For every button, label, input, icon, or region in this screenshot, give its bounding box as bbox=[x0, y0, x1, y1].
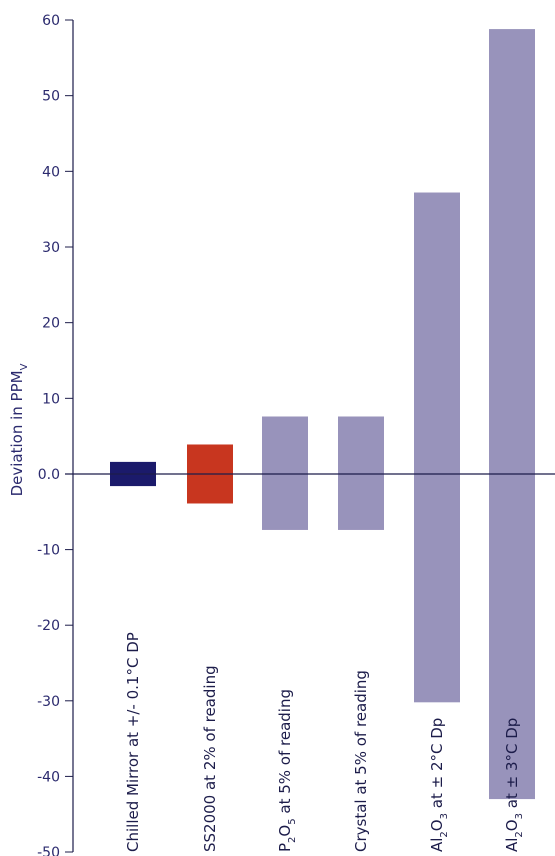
y-tick-label: 10 bbox=[42, 391, 60, 407]
bar-3 bbox=[262, 416, 308, 530]
y-tick-label: 40 bbox=[42, 164, 60, 180]
y-tick-label: -50 bbox=[37, 845, 60, 856]
y-tick-label: 0.0 bbox=[38, 467, 60, 483]
y-tick-label: 20 bbox=[42, 316, 60, 332]
category-label-3: P2O5 at 5% of reading bbox=[276, 689, 298, 852]
bar-5 bbox=[414, 192, 460, 703]
category-label-4: Crystal at 5% of reading bbox=[352, 670, 370, 852]
category-label-2: SS2000 at 2% of reading bbox=[201, 665, 219, 852]
y-axis-title-text: Deviation in PPM bbox=[8, 370, 26, 496]
category-label-5: Al2O3 at ± 2°C Dp bbox=[428, 718, 450, 852]
y-axis-title: Deviation in PPMV bbox=[8, 363, 30, 496]
bar-4 bbox=[338, 416, 384, 530]
bar-6 bbox=[489, 29, 535, 800]
y-tick-label: -30 bbox=[37, 694, 60, 710]
y-tick-label: -20 bbox=[37, 618, 60, 634]
category-label-6: Al2O3 at ± 3°C Dp bbox=[503, 718, 525, 852]
y-tick-label: 60 bbox=[42, 13, 60, 29]
y-tick-label: -40 bbox=[37, 769, 60, 785]
y-ticks-group: 60 50 40 30 20 10 0.0 -10 -20 -30 -40 -50 bbox=[37, 13, 73, 856]
category-labels-group: Chilled Mirror at +/- 0.1°C DP SS2000 at … bbox=[124, 632, 525, 852]
axes-group bbox=[65, 20, 555, 852]
y-tick-label: 30 bbox=[42, 240, 60, 256]
y-tick-label: 50 bbox=[42, 89, 60, 105]
y-axis-title-subscript: V bbox=[19, 363, 30, 370]
y-tick-label: -10 bbox=[37, 543, 60, 559]
bars-group bbox=[110, 29, 535, 800]
category-label-1: Chilled Mirror at +/- 0.1°C DP bbox=[124, 632, 142, 852]
